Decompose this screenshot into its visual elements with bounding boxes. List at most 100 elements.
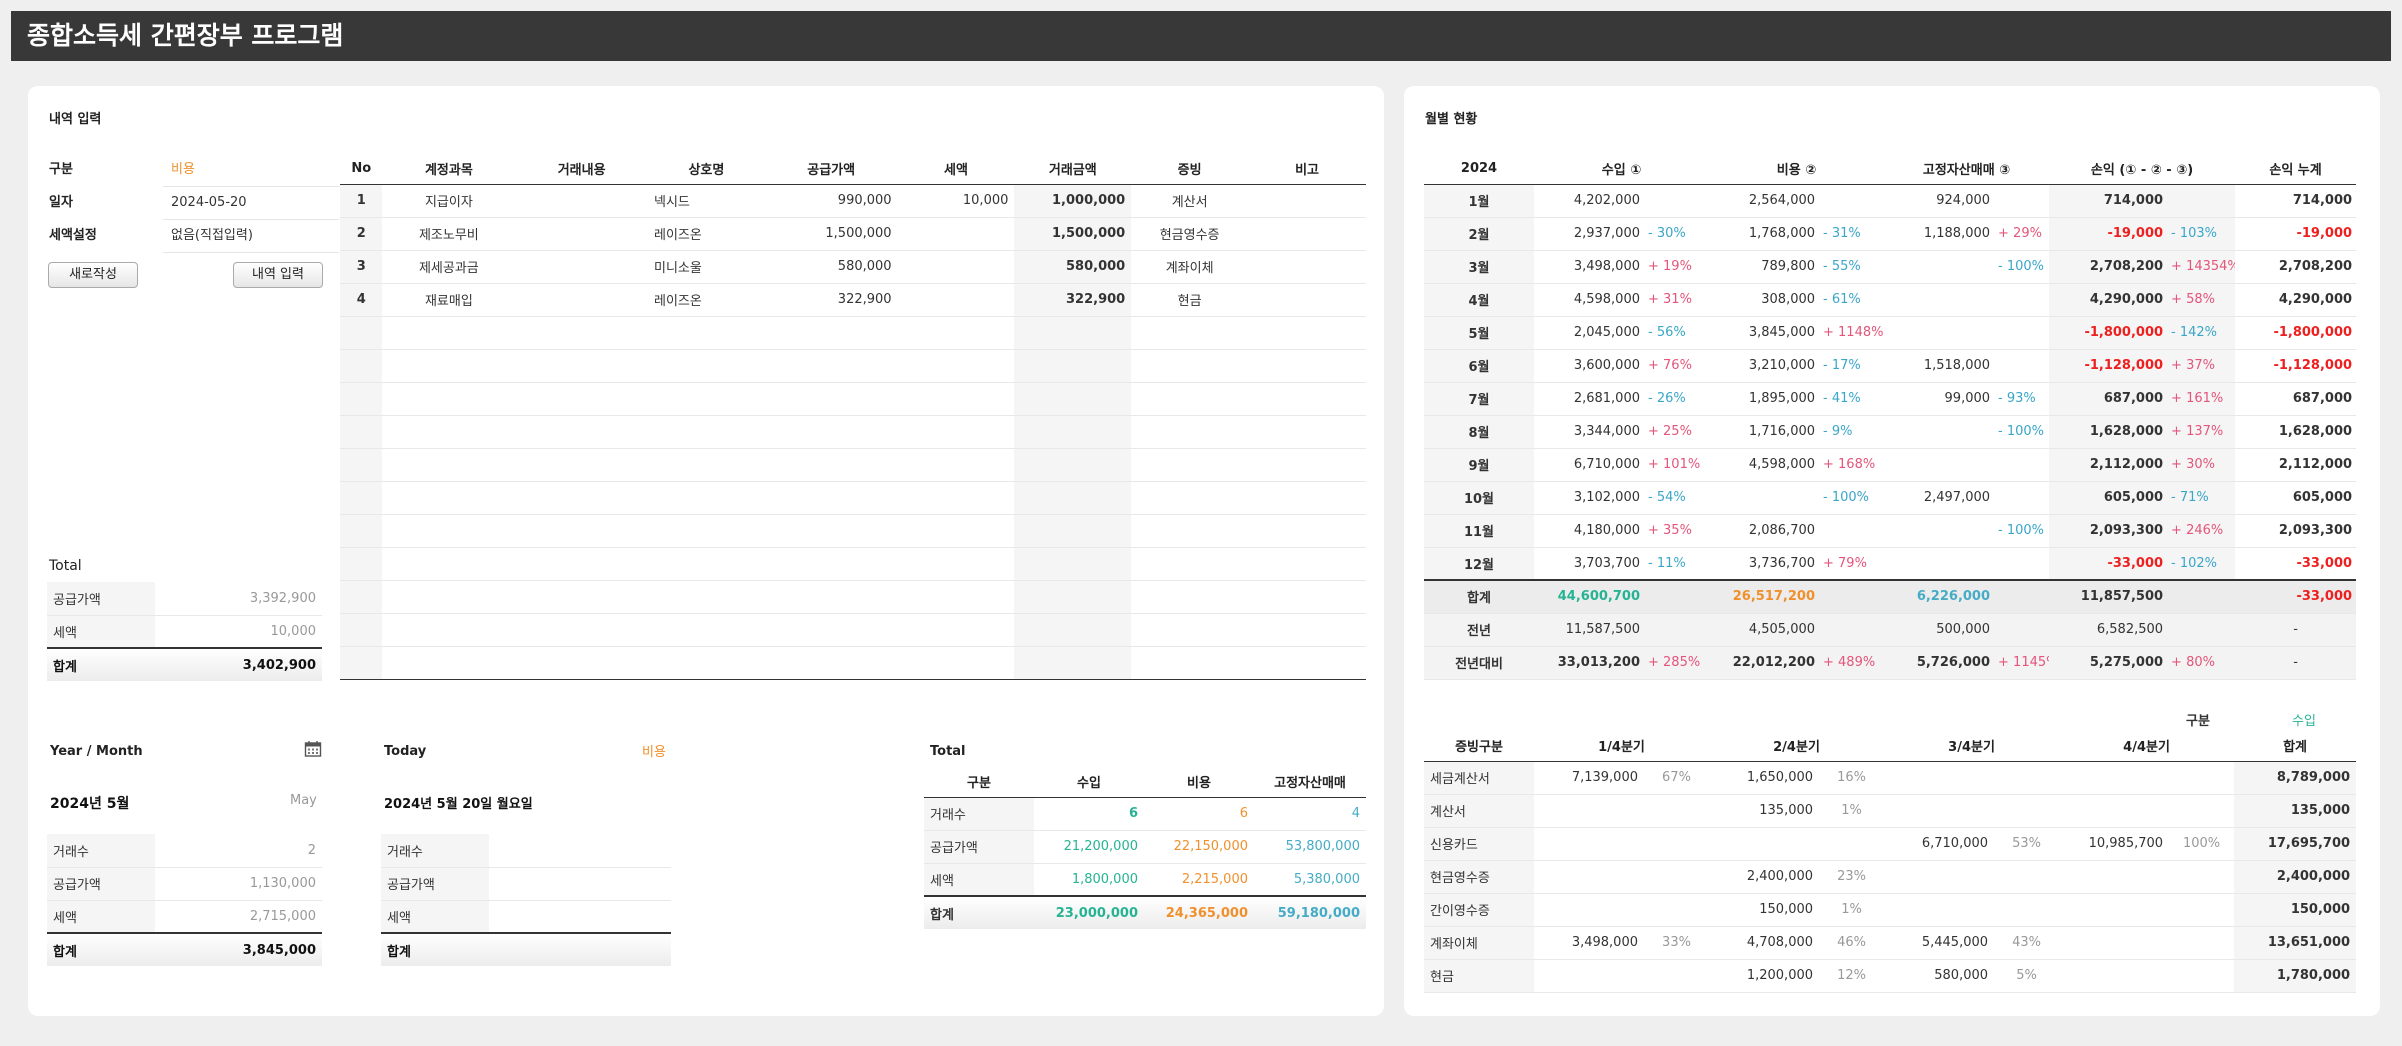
ledger-empty-cell	[1014, 316, 1132, 350]
ledger-row[interactable]: 3 제세공과금 미니소울 580,000 580,000 계좌이체	[340, 250, 1366, 284]
today-type: 비용	[642, 745, 666, 760]
month-income-change: + 35%	[1644, 514, 1710, 548]
year-month-value: 1,130,000	[155, 867, 322, 901]
month-pl: 2,112,000	[2049, 448, 2168, 482]
month-expense-change: - 31%	[1819, 217, 1885, 251]
field-date-input[interactable]: 2024-05-20	[163, 187, 339, 220]
entry-total-sum-value: 3,402,900	[155, 647, 322, 681]
ledger-row[interactable]: 2 제조노무비 레이즈온 1,500,000 1,500,000 현금영수증	[340, 217, 1366, 251]
ledger-header-no: No	[340, 154, 383, 185]
monthly-row: 9월 6,710,000 + 101% 4,598,000 + 168% 2,112,00…	[1424, 448, 2357, 482]
ledger-empty-cell	[647, 646, 765, 680]
total-asset: 53,800,000	[1254, 830, 1366, 864]
monthly-prev-blank	[1994, 613, 2050, 647]
evidence-total: 2,400,000	[2234, 860, 2357, 894]
year-month-label: 세액	[47, 900, 155, 934]
ledger-empty-cell	[382, 349, 516, 383]
calendar-icon[interactable]	[304, 740, 322, 762]
ledger-empty-cell	[1014, 415, 1132, 449]
month-expense: 2,086,700	[1709, 514, 1820, 548]
evidence-q4-value	[2059, 893, 2170, 927]
total-label: 거래수	[924, 797, 1034, 831]
ledger-empty-cell	[897, 547, 1015, 581]
evidence-q3-value	[1884, 893, 1995, 927]
ledger-empty-cell	[1014, 481, 1132, 515]
ledger-empty-cell	[1131, 547, 1249, 581]
submit-entry-button[interactable]: 내역 입력	[233, 262, 323, 288]
month-pl: -1,800,000	[2049, 316, 2168, 350]
ledger-row[interactable]: 1 지급이자 넥시드 990,000 10,000 1,000,000 계산서	[340, 184, 1366, 218]
monthly-compare-expense-change: + 489%	[1819, 646, 1885, 680]
month-pl-change: + 137%	[2167, 415, 2236, 449]
month-label: 10월	[1424, 481, 1534, 515]
evidence-q1-value	[1534, 893, 1644, 927]
total-label: 공급가액	[924, 830, 1034, 864]
field-tax-select[interactable]: 없음(직접입력)	[163, 220, 339, 253]
month-expense-change: - 61%	[1819, 283, 1885, 317]
month-asset-change	[1994, 547, 2050, 581]
ledger-no: 2	[340, 217, 383, 251]
month-income-change: + 25%	[1644, 415, 1710, 449]
month-asset: 2,497,000	[1884, 481, 1995, 515]
ledger-empty-row	[340, 415, 1366, 449]
month-income: 2,937,000	[1534, 217, 1644, 251]
ledger-empty-cell	[1248, 481, 1366, 515]
ledger-empty-cell	[1248, 316, 1366, 350]
evidence-filter-select[interactable]: 수입	[2292, 714, 2316, 729]
ledger-header-tax: 세액	[897, 154, 1015, 185]
ledger-empty-cell	[1014, 514, 1132, 548]
today-value	[489, 900, 671, 934]
monthly-prev-cum: -	[2235, 613, 2357, 647]
ledger-empty-cell	[1131, 514, 1249, 548]
field-type-label: 구분	[49, 162, 73, 177]
field-date-row: 일자 2024-05-20	[49, 187, 339, 220]
total-summary-title: Total	[930, 744, 966, 759]
today-sum-value	[489, 932, 671, 966]
ledger-header-desc: 거래내용	[515, 154, 648, 185]
today-label: 거래수	[381, 834, 489, 868]
month-cum: -1,128,000	[2235, 349, 2357, 383]
ledger-row[interactable]: 4 재료매입 레이즈온 322,900 322,900 현금	[340, 283, 1366, 317]
evidence-q4-value	[2059, 926, 2170, 960]
entry-section-title: 내역 입력	[49, 112, 102, 127]
evidence-q4-share	[2169, 959, 2235, 993]
ledger-empty-cell	[515, 580, 648, 614]
field-type-select[interactable]: 비용	[163, 154, 339, 187]
ledger-empty-cell	[340, 514, 383, 548]
ledger-header-note: 비고	[1248, 154, 1366, 185]
ledger-empty-cell	[1248, 415, 1366, 449]
evidence-q3-value	[1884, 794, 1995, 828]
evidence-q3-share	[1994, 794, 2060, 828]
new-entry-button[interactable]: 새로작성	[48, 262, 138, 288]
month-income-change	[1644, 184, 1710, 218]
month-asset	[1884, 514, 1995, 548]
month-pl-change: + 30%	[2167, 448, 2236, 482]
ledger-empty-cell	[1131, 382, 1249, 416]
monthly-compare-expense: 22,012,200	[1709, 646, 1820, 680]
ledger-empty-cell	[382, 448, 516, 482]
ledger-empty-cell	[897, 316, 1015, 350]
ledger-empty-cell	[1131, 481, 1249, 515]
field-date-label: 일자	[49, 195, 73, 210]
year-month-sum-label: 합계	[47, 932, 155, 966]
month-expense-change: + 168%	[1819, 448, 1885, 482]
ledger-empty-cell	[1131, 646, 1249, 680]
month-cum: 605,000	[2235, 481, 2357, 515]
month-asset	[1884, 448, 1995, 482]
ledger-empty-cell	[1014, 580, 1132, 614]
month-income-change: + 101%	[1644, 448, 1710, 482]
evidence-header: 3/4분기	[1884, 731, 2060, 762]
ledger-empty-cell	[764, 481, 898, 515]
monthly-sum-blank	[1819, 579, 1885, 614]
month-cum: -33,000	[2235, 547, 2357, 581]
month-pl: -1,128,000	[2049, 349, 2168, 383]
ledger-amount: 580,000	[1014, 250, 1132, 284]
month-expense: 4,598,000	[1709, 448, 1820, 482]
month-expense: 3,736,700	[1709, 547, 1820, 581]
entry-total-table: 공급가액 3,392,900 세액 10,000 합계 3,402,900	[47, 582, 322, 681]
month-asset: 99,000	[1884, 382, 1995, 416]
year-month-value: 2	[155, 834, 322, 868]
ledger-empty-cell	[764, 547, 898, 581]
evidence-name: 신용카드	[1424, 827, 1534, 861]
ledger-empty-cell	[897, 382, 1015, 416]
